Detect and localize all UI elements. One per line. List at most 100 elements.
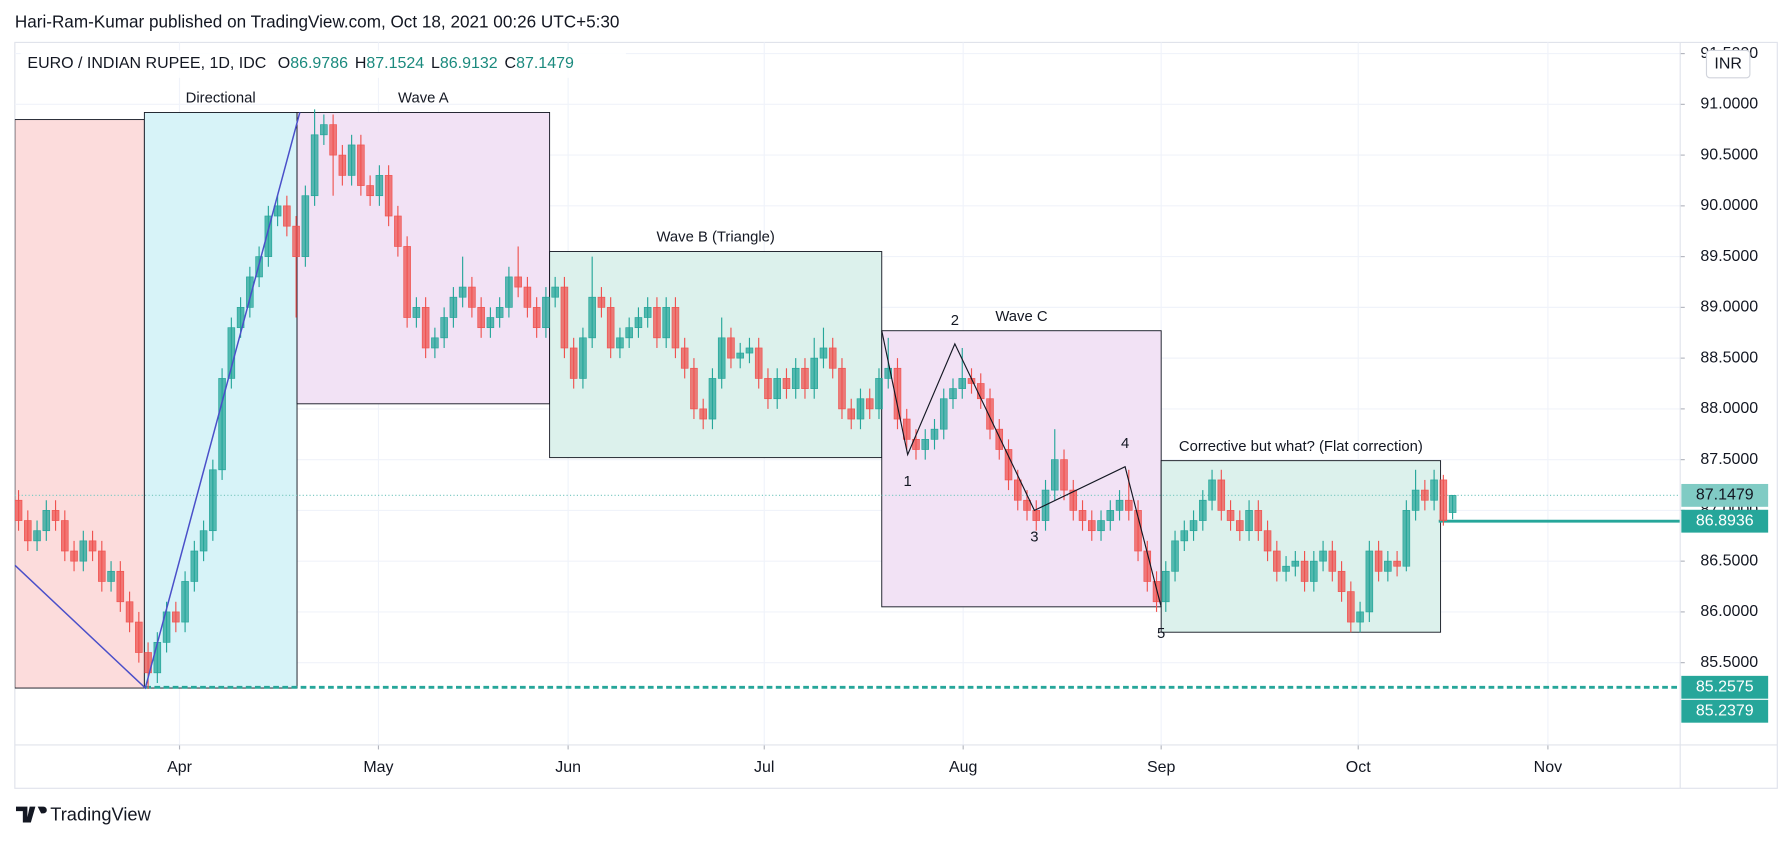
annotation-box — [881, 330, 1162, 608]
axes: 85.500086.000086.500087.000087.500088.00… — [14, 42, 1778, 789]
candle-body — [1328, 550, 1337, 572]
candle-body — [1069, 489, 1078, 511]
candle-body — [995, 428, 1004, 450]
candle-body — [699, 408, 707, 420]
candle-body — [625, 327, 633, 339]
candle-body — [329, 124, 337, 156]
annotation-box — [1160, 460, 1442, 633]
wave-label: 5 — [1157, 626, 1165, 642]
candle-body — [227, 327, 236, 379]
price-label: 85.2575 — [1696, 679, 1754, 696]
candle-body — [440, 317, 448, 339]
x-tick-label: Jul — [754, 759, 774, 776]
candle-body — [1013, 479, 1022, 501]
candle-body — [690, 367, 698, 410]
candle-body — [116, 570, 125, 603]
candle-body — [1393, 560, 1401, 567]
candle-body — [588, 296, 596, 339]
candle-body — [949, 388, 957, 400]
y-tick-label: 91.0000 — [1700, 96, 1758, 113]
candle-body — [375, 175, 384, 197]
ohlc-letter: O — [278, 55, 290, 72]
candle-body — [1032, 510, 1041, 521]
candle-body — [597, 296, 606, 308]
price-label-box — [1681, 699, 1769, 723]
candle-body — [856, 398, 865, 420]
wave-label: 2 — [951, 313, 959, 329]
annotation-box — [296, 112, 551, 405]
candle-body — [560, 286, 569, 349]
candle-body — [1439, 479, 1448, 521]
price-label-box — [1681, 675, 1769, 699]
candle-body — [1152, 581, 1161, 603]
candle-body — [403, 246, 411, 318]
plot-area: Directional Wave A Wave B (Triangle) Wave C… — [14, 42, 1681, 745]
candle-body — [486, 317, 495, 329]
candle-body — [181, 581, 189, 623]
x-tick-label: Jun — [555, 759, 581, 776]
candle-body — [847, 408, 855, 420]
candle-body — [708, 378, 717, 420]
candle-body — [773, 378, 781, 400]
candle-body — [264, 215, 273, 257]
candle-body — [736, 352, 744, 359]
candle-body — [468, 286, 476, 308]
candle-body — [366, 185, 374, 197]
ohlc-value: 86.9786 — [290, 55, 348, 72]
candle-body — [1374, 550, 1383, 572]
ohlc-value: 87.1524 — [366, 55, 424, 72]
candle-body — [394, 215, 402, 247]
candle-body — [634, 317, 643, 329]
price-label: 86.8936 — [1696, 512, 1754, 529]
box-label: Wave A — [398, 91, 449, 107]
legend: EURO / INDIAN RUPEE, 1D, IDC O86.9786 H87.… — [27, 55, 574, 72]
candle-body — [1347, 591, 1355, 623]
y-tick-label: 85.5000 — [1700, 654, 1758, 671]
candle-body — [98, 550, 106, 582]
candle-body — [70, 550, 78, 562]
candle-body — [412, 307, 421, 318]
box-label: Corrective but what? (Flat correction) — [1179, 439, 1423, 455]
ohlc-value: 86.9132 — [440, 55, 498, 72]
candle-body — [893, 367, 902, 420]
candle-body — [606, 307, 615, 349]
candle-body — [1337, 570, 1346, 592]
candle-body — [1088, 520, 1096, 532]
candle-body — [1291, 560, 1300, 567]
candle-body — [273, 205, 282, 217]
y-tick-label: 87.5000 — [1700, 451, 1758, 468]
candle-body — [662, 307, 670, 339]
candle-body — [199, 530, 208, 552]
candle-body — [902, 418, 911, 440]
candle-body — [1097, 520, 1105, 532]
logo-text: TradingView — [50, 804, 151, 825]
candle-body — [930, 428, 939, 440]
candle-body — [1162, 570, 1170, 603]
candle-body — [1180, 530, 1189, 542]
candle-body — [523, 286, 532, 308]
candle-body — [162, 611, 171, 643]
price-label-box — [1681, 483, 1769, 507]
candle-body — [1448, 495, 1457, 513]
candle-body — [320, 124, 328, 136]
candle-body — [1208, 479, 1216, 501]
candle-body — [717, 337, 726, 379]
currency-box — [1705, 49, 1751, 79]
candle-body — [819, 347, 828, 359]
wave-label: 3 — [1030, 530, 1038, 546]
candle-body — [347, 144, 356, 176]
candle-body — [1310, 560, 1318, 582]
y-tick-label: 89.5000 — [1700, 248, 1758, 265]
candle-body — [283, 205, 291, 227]
x-tick-label: Aug — [949, 759, 977, 776]
candle-body — [1125, 499, 1133, 511]
candle-body — [1384, 560, 1392, 572]
y-tick-label: 86.5000 — [1700, 552, 1758, 569]
candle-body — [551, 286, 559, 298]
wave-label: 1 — [904, 474, 912, 490]
x-tick-label: Nov — [1534, 759, 1562, 776]
y-tick-label: 88.0000 — [1700, 400, 1758, 417]
candle-body — [14, 499, 23, 521]
candle-body — [1273, 550, 1281, 572]
candle-body — [357, 144, 365, 186]
